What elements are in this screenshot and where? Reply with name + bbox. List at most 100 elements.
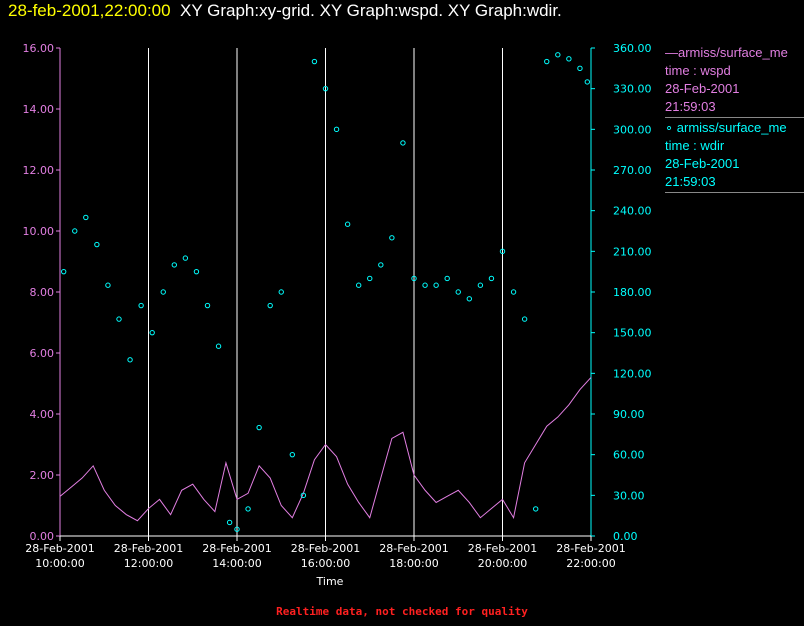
wdir-point xyxy=(455,289,461,295)
x-axis-label: Time xyxy=(316,575,344,588)
wdir-point xyxy=(300,492,307,499)
y-tick-label: 16.00 xyxy=(23,42,55,55)
wdir-point xyxy=(411,275,417,282)
wdir-point xyxy=(267,302,273,309)
x-tick-time: 10:00:00 xyxy=(35,557,84,570)
wdir-point xyxy=(322,85,329,92)
wdir-point xyxy=(193,268,200,275)
y-tick-label: 360.00 xyxy=(613,42,652,55)
legend-entry-wspd: —armiss/surface_me time : wspd 28-Feb-20… xyxy=(665,44,804,118)
x-tick-time: 18:00:00 xyxy=(389,557,438,570)
y-tick-label: 14.00 xyxy=(23,103,55,116)
y-tick-label: 120.00 xyxy=(613,367,652,380)
legend-series-name: armiss/surface_me xyxy=(676,120,787,135)
wdir-point xyxy=(389,235,395,241)
wdir-point xyxy=(234,526,240,532)
wdir-point xyxy=(344,221,351,227)
graph-titles: XY Graph:xy-grid. XY Graph:wspd. XY Grap… xyxy=(180,1,562,20)
wdir-point xyxy=(477,282,484,288)
legend-series-name: armiss/surface_me xyxy=(678,45,788,60)
wdir-point xyxy=(83,214,89,221)
wdir-point xyxy=(226,519,233,526)
wspd-line xyxy=(59,377,592,522)
left-y-axis-ticks: 0.00 2.00 4.00 6.00 8.00 10.00 12.00 14.00 16.00 xyxy=(23,42,60,543)
timestamp: 28-feb-2001,22:00:00 xyxy=(8,1,171,20)
wdir-point xyxy=(400,140,406,146)
legend-entry-wdir: ∘ armiss/surface_me time : wdir 28-Feb-2… xyxy=(665,119,804,193)
right-y-axis-ticks: 0.00 30.00 60.00 90.00 120.00 150.00 180.00 210… xyxy=(591,42,652,543)
legend-line1: time : wdir xyxy=(665,138,725,153)
wdir-point xyxy=(215,343,222,349)
wdir-point xyxy=(160,289,166,295)
wdir-series xyxy=(60,52,591,532)
x-tick-time: 20:00:00 xyxy=(478,557,527,570)
legend-line3: 21:59:03 xyxy=(665,174,716,189)
x-tick-time: 16:00:00 xyxy=(301,557,350,570)
wdir-point xyxy=(333,126,340,133)
wdir-point xyxy=(367,275,373,282)
wdir-point xyxy=(182,255,189,261)
wdir-point xyxy=(116,316,122,322)
y-tick-label: 150.00 xyxy=(613,327,652,340)
wdir-point xyxy=(378,262,384,268)
wdir-point xyxy=(499,248,506,255)
x-tick-date: 28-Feb-2001 xyxy=(291,542,360,555)
wdir-point xyxy=(466,296,473,302)
x-tick-date: 28-Feb-2001 xyxy=(25,542,94,555)
y-tick-label: 300.00 xyxy=(613,123,652,136)
wdir-point xyxy=(289,451,296,458)
wdir-point xyxy=(256,424,262,431)
y-tick-label: 270.00 xyxy=(613,164,652,177)
wdir-point xyxy=(422,282,428,288)
y-tick-label: 4.00 xyxy=(30,408,55,421)
wdir-point xyxy=(127,357,133,363)
x-tick-time: 22:00:00 xyxy=(566,557,615,570)
wdir-point xyxy=(555,52,561,58)
wdir-point xyxy=(278,289,284,295)
wdir-point xyxy=(488,275,495,282)
wdir-point xyxy=(245,506,251,512)
x-tick-time: 14:00:00 xyxy=(212,557,261,570)
wdir-point xyxy=(544,58,550,65)
y-tick-label: 180.00 xyxy=(613,286,652,299)
vertical-gridlines xyxy=(148,48,503,536)
y-tick-label: 8.00 xyxy=(30,286,55,299)
wdir-point xyxy=(105,282,111,288)
wspd-series xyxy=(59,377,592,522)
x-tick-date: 28-Feb-2001 xyxy=(379,542,448,555)
y-tick-label: 210.00 xyxy=(613,245,652,258)
window-title-bar: 28-feb-2001,22:00:00 XY Graph:xy-grid. X… xyxy=(8,1,562,21)
wdir-point xyxy=(138,302,144,309)
legend: —armiss/surface_me time : wspd 28-Feb-20… xyxy=(665,44,804,194)
wdir-point xyxy=(444,275,450,282)
wdir-point xyxy=(94,241,100,248)
y-tick-label: 10.00 xyxy=(23,225,55,238)
circle-marker-icon: ∘ xyxy=(665,120,674,135)
y-tick-label: 6.00 xyxy=(30,347,55,360)
wdir-point xyxy=(355,282,362,288)
wdir-point xyxy=(532,506,539,512)
line-icon: — xyxy=(665,45,678,60)
wdir-point xyxy=(510,289,517,295)
legend-line3: 21:59:03 xyxy=(665,99,716,114)
x-tick-date: 28-Feb-2001 xyxy=(468,542,537,555)
wdir-point xyxy=(577,65,583,72)
x-axis-ticks: 28-Feb-2001 10:00:00 28-Feb-2001 12:00:00 28… xyxy=(25,536,626,570)
y-tick-label: 12.00 xyxy=(23,164,55,177)
wdir-point xyxy=(171,262,178,268)
wdir-point xyxy=(72,228,78,234)
wdir-point xyxy=(566,56,572,62)
y-tick-label: 330.00 xyxy=(613,83,652,96)
wdir-point xyxy=(433,282,439,288)
wdir-point xyxy=(584,79,591,85)
legend-line2: 28-Feb-2001 xyxy=(665,81,740,96)
legend-line2: 28-Feb-2001 xyxy=(665,156,740,171)
wdir-point xyxy=(149,329,155,336)
y-tick-label: 90.00 xyxy=(613,408,645,421)
x-tick-date: 28-Feb-2001 xyxy=(202,542,271,555)
x-tick-date: 28-Feb-2001 xyxy=(114,542,183,555)
y-tick-label: 30.00 xyxy=(613,489,645,502)
x-tick-time: 12:00:00 xyxy=(124,557,173,570)
y-tick-label: 2.00 xyxy=(30,469,55,482)
